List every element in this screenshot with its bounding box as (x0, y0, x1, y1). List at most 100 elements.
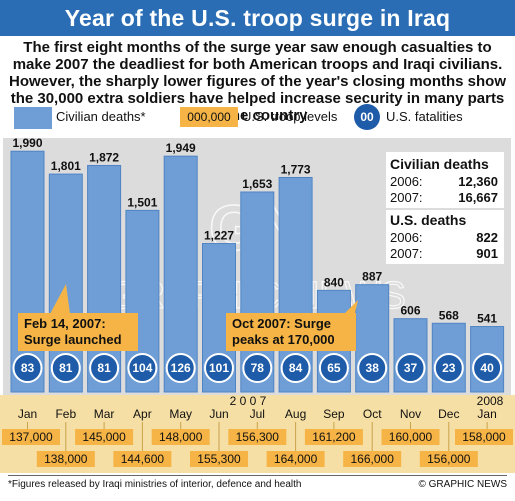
fatality-label: 81 (59, 361, 73, 375)
legend-civilian-swatch (14, 107, 52, 129)
footnote: *Figures released by Iraqi ministries of… (8, 479, 302, 490)
civilian-value-label: 568 (439, 308, 459, 322)
civilian-value-label: 541 (477, 312, 497, 326)
troop-level-label: 156,300 (236, 430, 280, 444)
page-title: Year of the U.S. troop surge in Iraq (64, 5, 451, 31)
fatality-label: 126 (171, 361, 191, 375)
fatality-circle (50, 353, 81, 383)
troop-level-box (151, 429, 210, 445)
us-box-value: 822 (476, 230, 498, 245)
civilian-value-label: 1,653 (242, 177, 272, 191)
civilian-value-label: 1,990 (12, 136, 42, 150)
civilian-value-label: 1,501 (127, 195, 157, 209)
civilian-bar (10, 150, 45, 393)
civilian-value-label: 1,949 (166, 141, 196, 155)
troop-level-label: 137,000 (9, 430, 53, 444)
fatality-circle (395, 353, 426, 383)
troop-level-label: 156,000 (427, 452, 471, 466)
year-label-2008: 2008 (477, 394, 504, 408)
civilian-box-year: 2007: (390, 190, 423, 205)
fatality-circle (242, 353, 273, 383)
month-label: Aug (285, 407, 306, 421)
month-label: Mar (94, 407, 115, 421)
us-box-year: 2006: (390, 230, 423, 245)
fatality-circle (280, 353, 311, 383)
fatality-label: 23 (442, 361, 456, 375)
fatality-circle (318, 353, 349, 383)
troop-level-label: 166,000 (351, 452, 395, 466)
troop-level-label: 138,000 (44, 452, 88, 466)
civilian-value-label: 887 (362, 270, 382, 284)
civilian-bar (163, 155, 198, 393)
month-label: Nov (400, 407, 421, 421)
month-label: Apr (133, 407, 152, 421)
troop-level-box (455, 429, 513, 445)
troop-level-label: 164,000 (274, 452, 318, 466)
month-label: Feb (55, 407, 76, 421)
fatality-label: 84 (289, 361, 303, 375)
civilian-box-value: 12,360 (458, 174, 498, 189)
us-box-year: 2007: (390, 246, 423, 261)
troop-level-box (228, 429, 287, 445)
troop-level-box (266, 451, 325, 467)
civilian-value-label: 840 (324, 275, 344, 289)
us-box-value: 901 (476, 246, 498, 261)
troop-level-label: 148,000 (159, 430, 203, 444)
fatality-label: 38 (366, 361, 380, 375)
fatality-circle (433, 353, 464, 383)
troop-level-label: 155,300 (197, 452, 241, 466)
callout-surge-launched: Feb 14, 2007: Surge launched (18, 313, 138, 351)
civilian-value-label: 1,872 (89, 150, 119, 164)
troop-level-box (36, 451, 95, 467)
fatality-circle (127, 353, 158, 383)
civilian-box-year: 2006: (390, 174, 423, 189)
civilian-value-label: 606 (400, 304, 420, 318)
footer-divider (8, 475, 507, 476)
fatality-label: 37 (404, 361, 418, 375)
troop-level-box (113, 451, 172, 467)
month-label: Dec (438, 407, 459, 421)
fatality-label: 104 (132, 361, 152, 375)
civilian-value-label: 1,773 (281, 162, 311, 176)
fatality-circle (357, 353, 388, 383)
fatality-circle (89, 353, 120, 383)
us-deaths-box: U.S. deaths 2006: 822 2007: 901 (386, 210, 504, 264)
civilian-deaths-box: Civilian deaths 2006: 12,360 2007: 16,66… (386, 152, 504, 208)
month-label: Jan (477, 407, 496, 421)
us-box-heading: U.S. deaths (390, 212, 467, 228)
year-label-2007: 2 0 0 7 (230, 394, 267, 408)
fatality-label: 83 (21, 361, 35, 375)
fatality-label: 78 (251, 361, 265, 375)
month-label: Jan (18, 407, 37, 421)
troop-level-label: 158,000 (462, 430, 506, 444)
civilian-box-value: 16,667 (458, 190, 498, 205)
legend-fatality-swatch: 00 (354, 104, 380, 130)
month-label: Jun (209, 407, 228, 421)
troop-level-box (190, 451, 248, 467)
troop-level-label: 145,000 (82, 430, 126, 444)
troop-level-box (304, 429, 363, 445)
legend-troop-label: U.S. troop levels (242, 109, 338, 124)
month-label: Sep (323, 407, 345, 421)
credit: © GRAPHIC NEWS (418, 479, 508, 490)
month-label: Jul (250, 407, 265, 421)
civilian-value-label: 1,801 (51, 159, 81, 173)
troop-level-label: 161,200 (312, 430, 356, 444)
legend-troop-swatch: 000,000 (180, 107, 238, 127)
fatality-label: 40 (480, 361, 494, 375)
fatality-circle (204, 353, 234, 383)
fatality-label: 81 (97, 361, 111, 375)
fatality-circle (12, 353, 43, 383)
callout-feb-pointer (50, 284, 70, 314)
troop-level-box (381, 429, 440, 445)
troop-level-label: 144,600 (121, 452, 165, 466)
fatality-circle (472, 353, 503, 383)
troop-level-box (2, 429, 60, 445)
civilian-box-heading: Civilian deaths (390, 156, 489, 172)
fatality-label: 65 (327, 361, 341, 375)
month-label: May (169, 407, 192, 421)
fatality-circle (165, 353, 196, 383)
troop-level-box (75, 429, 134, 445)
civilian-value-label: 1,227 (204, 229, 234, 243)
